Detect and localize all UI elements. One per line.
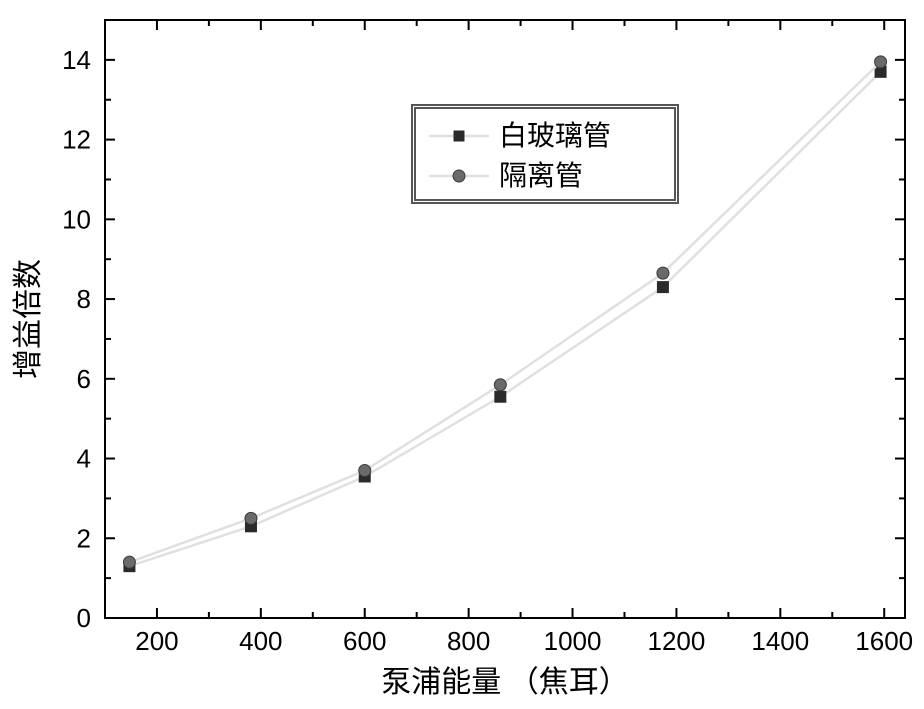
chart-container: 200 400 600 800 1000 1200 1400 1600 0 2 4 6 8 10 12 14 泵…: [0, 0, 924, 709]
marker-circle: [359, 464, 371, 476]
x-axis-title: 泵浦能量 （焦耳）: [381, 666, 629, 699]
svg-text:400: 400: [239, 626, 282, 656]
svg-text:10: 10: [62, 204, 91, 234]
svg-text:1600: 1600: [855, 626, 913, 656]
legend-label: 白玻璃管: [499, 120, 611, 152]
svg-text:0: 0: [77, 603, 91, 633]
svg-text:600: 600: [343, 626, 386, 656]
legend-marker-circle: [453, 170, 465, 182]
svg-text:1000: 1000: [544, 626, 602, 656]
marker-circle: [123, 556, 135, 568]
marker-circle: [494, 379, 506, 391]
svg-text:1400: 1400: [751, 626, 809, 656]
svg-text:12: 12: [62, 125, 91, 155]
svg-text:14: 14: [62, 45, 91, 75]
marker-square: [657, 282, 668, 293]
svg-text:800: 800: [447, 626, 490, 656]
svg-text:1200: 1200: [648, 626, 706, 656]
legend-marker-square: [454, 131, 465, 142]
legend-label: 隔离管: [499, 160, 583, 192]
marker-circle: [245, 512, 257, 524]
marker-circle: [657, 267, 669, 279]
marker-square: [495, 391, 506, 402]
y-axis-title: 增益倍数: [12, 259, 45, 379]
marker-circle: [875, 56, 887, 68]
svg-text:200: 200: [135, 626, 178, 656]
svg-text:4: 4: [77, 444, 91, 474]
svg-text:8: 8: [77, 284, 91, 314]
svg-text:2: 2: [77, 523, 91, 553]
svg-text:6: 6: [77, 364, 91, 394]
line-chart: 200 400 600 800 1000 1200 1400 1600 0 2 4 6 8 10 12 14 泵…: [0, 0, 924, 709]
